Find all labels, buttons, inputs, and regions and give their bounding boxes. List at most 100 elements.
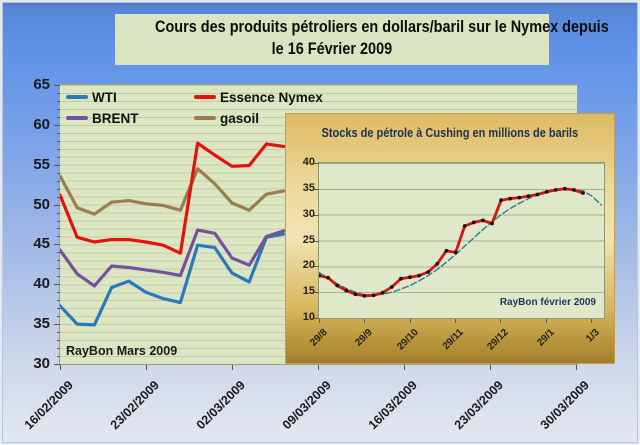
y-axis-tick bbox=[57, 148, 60, 150]
y-axis-label: 40 bbox=[33, 275, 50, 293]
y-axis-tick bbox=[57, 276, 60, 278]
legend-label-wti: WTI bbox=[92, 89, 117, 105]
series-line-wti bbox=[60, 232, 286, 327]
watermark-raybon-main: RayBon Mars 2009 bbox=[66, 344, 178, 358]
y-axis-label: 55 bbox=[33, 155, 50, 173]
y-axis-tick bbox=[57, 212, 60, 214]
y-axis-tick bbox=[57, 340, 60, 342]
inset-x-axis-tick bbox=[364, 319, 366, 323]
inset-data-marker bbox=[508, 196, 513, 201]
inset-data-marker bbox=[417, 273, 421, 278]
y-axis-tick bbox=[57, 252, 60, 254]
y-axis-tick bbox=[57, 196, 60, 198]
inset-y-axis-label: 35 bbox=[302, 181, 315, 194]
inset-data-marker bbox=[389, 285, 394, 289]
inset-y-axis-tick bbox=[314, 214, 319, 216]
series-line-gasoil bbox=[60, 167, 286, 216]
inset-data-marker bbox=[499, 198, 503, 203]
x-axis-label: 23/03/2009 bbox=[451, 378, 506, 433]
inset-y-axis-label: 40 bbox=[302, 156, 315, 168]
inset-data-marker bbox=[426, 270, 431, 274]
inset-series-lines bbox=[319, 186, 602, 298]
y-axis-tick bbox=[54, 324, 60, 326]
y-axis-label: 35 bbox=[33, 315, 50, 333]
inset-y-axis-label: 15 bbox=[302, 285, 315, 298]
inset-y-axis-tick bbox=[314, 266, 319, 268]
inset-x-axis-label: 29/12 bbox=[485, 327, 512, 353]
x-axis-label: 02/03/2009 bbox=[193, 378, 248, 433]
x-axis-label: 16/03/2009 bbox=[365, 378, 420, 433]
inset-plot-area: RayBon février 2009 bbox=[318, 162, 605, 319]
inset-x-axis-label: 29/1 bbox=[534, 327, 557, 349]
x-axis-label: 16/02/2009 bbox=[21, 378, 76, 433]
inset-data-marker bbox=[399, 276, 403, 281]
x-axis-label: 09/03/2009 bbox=[279, 378, 334, 433]
inset-x-axis-label: 29/8 bbox=[308, 327, 330, 349]
y-axis-tick bbox=[54, 364, 60, 365]
gasoil-line-sample bbox=[194, 116, 216, 120]
inset-data-marker bbox=[490, 221, 494, 226]
y-axis-tick bbox=[57, 92, 60, 94]
wti-line-sample bbox=[66, 95, 88, 99]
y-axis-tick bbox=[54, 124, 60, 126]
y-axis-label: 65 bbox=[33, 76, 50, 93]
y-axis-tick bbox=[57, 308, 60, 310]
y-axis-tick bbox=[57, 348, 60, 350]
y-axis-tick bbox=[57, 332, 60, 334]
legend-item-gasoil: gasoil bbox=[194, 109, 323, 127]
inset-data-marker bbox=[380, 290, 385, 295]
inset-x-axis-tick bbox=[455, 319, 456, 323]
x-axis-tick bbox=[232, 365, 233, 370]
main-series-lines bbox=[60, 141, 286, 327]
inset-data-marker bbox=[572, 188, 576, 192]
inset-x-axis-tick bbox=[319, 319, 320, 323]
y-axis-tick bbox=[57, 156, 60, 158]
x-axis-tick bbox=[146, 365, 147, 370]
inset-data-marker bbox=[371, 293, 376, 298]
inset-y-axis-label: 10 bbox=[302, 311, 315, 323]
inset-x-axis-label: 29/9 bbox=[353, 327, 376, 349]
watermark-raybon-inset: RayBon février 2009 bbox=[499, 297, 596, 308]
inset-x-axis-tick bbox=[591, 319, 592, 323]
title-line-2: le 16 Février 2009 bbox=[271, 39, 393, 58]
legend-item-wti: WTI bbox=[66, 88, 194, 106]
legend-item-brent: BRENT bbox=[66, 109, 194, 127]
inset-data-marker bbox=[344, 288, 349, 293]
legend-label-essence: Essence Nymex bbox=[220, 89, 323, 105]
y-axis-label: 50 bbox=[33, 195, 50, 213]
y-axis-tick bbox=[57, 268, 60, 270]
inset-y-axis-tick bbox=[314, 292, 319, 294]
inset-x-axis-label: 29/11 bbox=[440, 327, 466, 353]
title-line-1: Cours des produits pétroliers en dollars… bbox=[155, 17, 609, 36]
inset-y-axis-tick bbox=[314, 240, 319, 242]
x-axis-label: 30/03/2009 bbox=[537, 378, 592, 433]
y-axis-tick bbox=[57, 132, 60, 134]
inset-y-axis-label: 25 bbox=[302, 233, 315, 246]
y-axis-tick bbox=[57, 356, 60, 358]
inset-data-marker bbox=[319, 273, 321, 278]
inset-x-axis-tick bbox=[545, 319, 547, 323]
y-axis-tick bbox=[57, 180, 60, 182]
series-line-brent bbox=[60, 228, 286, 288]
y-axis-tick bbox=[57, 236, 60, 238]
inset-y-axis-tick bbox=[314, 163, 319, 164]
y-axis-tick bbox=[57, 260, 60, 262]
y-axis-tick bbox=[57, 108, 60, 110]
inset-chart: Stocks de pétrole à Cushing en millions … bbox=[285, 113, 615, 364]
legend-label-gasoil: gasoil bbox=[220, 110, 260, 126]
y-axis-tick bbox=[57, 188, 60, 190]
inset-x-axis-tick bbox=[500, 319, 502, 323]
y-axis-label: 60 bbox=[33, 115, 50, 133]
x-axis-label: 23/02/2009 bbox=[107, 378, 162, 433]
inset-data-marker bbox=[353, 292, 358, 297]
essence-line-sample bbox=[194, 95, 216, 99]
y-axis-tick bbox=[57, 228, 60, 230]
inset-data-marker bbox=[535, 192, 540, 197]
inset-y-axis-label: 20 bbox=[302, 259, 315, 272]
y-axis-tick bbox=[54, 85, 60, 86]
y-axis-tick bbox=[54, 284, 60, 286]
inset-data-marker bbox=[362, 293, 367, 298]
inset-data-marker bbox=[335, 283, 340, 288]
inset-y-axis-label: 30 bbox=[302, 207, 315, 220]
